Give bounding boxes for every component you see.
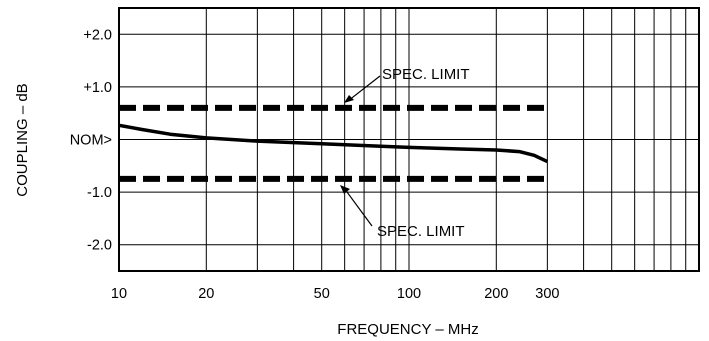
x-tick-label: 20 bbox=[198, 286, 214, 302]
x-tick-label: 100 bbox=[397, 286, 421, 302]
series-layer bbox=[118, 104, 549, 182]
y-tick-label: -2.0 bbox=[87, 238, 112, 254]
y-axis-label: COUPLING – dB bbox=[14, 83, 31, 196]
annotation-arrowhead bbox=[344, 94, 354, 103]
x-tick-label: 10 bbox=[111, 286, 127, 302]
y-tick-label: NOM> bbox=[70, 133, 112, 149]
coupling-curve bbox=[118, 123, 549, 164]
grid bbox=[119, 8, 699, 271]
y-tick-label: -1.0 bbox=[87, 185, 112, 201]
x-tick-label: 300 bbox=[535, 286, 559, 302]
y-tick-label: +2.0 bbox=[83, 27, 112, 43]
annotation-arrow-line bbox=[343, 187, 373, 227]
spec-limit-label: SPEC. LIMIT bbox=[382, 66, 470, 83]
spec-limit-label: SPEC. LIMIT bbox=[377, 223, 465, 240]
plot-frame bbox=[118, 7, 700, 272]
x-tick-label: 200 bbox=[484, 286, 508, 302]
tick-labels: 10 20 50 100 200 300 +2.0 +1.0 NOM> -1.0 -2.0 bbox=[70, 27, 560, 302]
y-tick-label: +1.0 bbox=[83, 80, 112, 96]
annotation-arrowhead bbox=[340, 184, 350, 194]
annotations: SPEC. LIMIT SPEC. LIMIT bbox=[340, 66, 470, 240]
x-tick-label: 50 bbox=[314, 286, 330, 302]
annotation-arrow-line bbox=[347, 75, 381, 102]
x-axis-label: FREQUENCY – MHz bbox=[337, 321, 478, 338]
